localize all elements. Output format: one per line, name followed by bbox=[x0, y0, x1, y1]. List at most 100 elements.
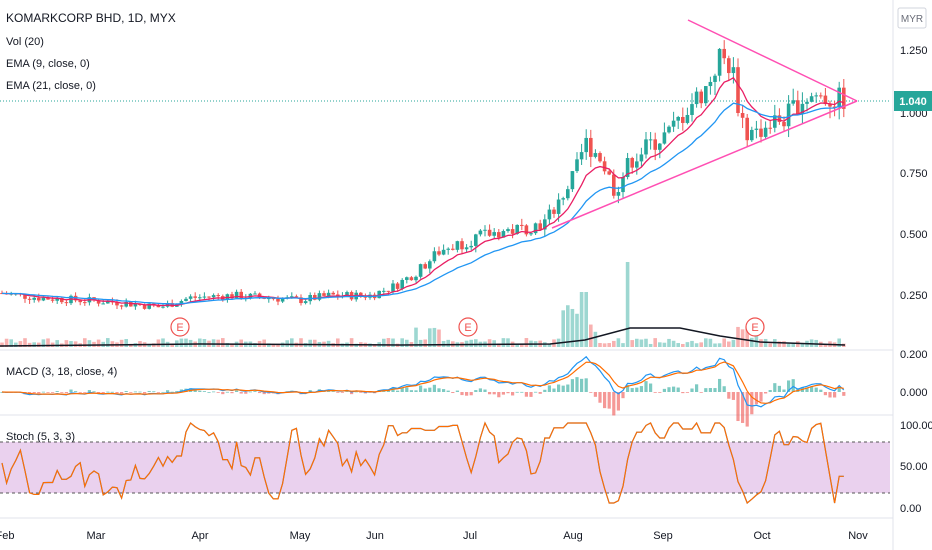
candle-body bbox=[239, 291, 243, 299]
macd-histogram-bar bbox=[216, 392, 220, 393]
macd-histogram-bar bbox=[745, 392, 749, 427]
candle-body bbox=[685, 114, 690, 123]
volume-bar bbox=[179, 338, 184, 347]
volume-bar bbox=[124, 339, 128, 347]
candle-body bbox=[598, 153, 602, 162]
volume-bar bbox=[285, 340, 289, 347]
stoch-pane bbox=[1, 421, 844, 504]
volume-bar bbox=[782, 341, 786, 347]
candle-body bbox=[607, 171, 611, 175]
indicator-label[interactable]: EMA (9, close, 0) bbox=[6, 58, 90, 70]
volume-bar bbox=[584, 292, 588, 347]
currency-badge[interactable]: MYR bbox=[897, 7, 927, 29]
macd-histogram-bar bbox=[51, 392, 55, 393]
volume-bar bbox=[676, 343, 680, 347]
stoch-tick: 0.00 bbox=[900, 503, 921, 515]
stoch-tick: 50.00 bbox=[900, 461, 928, 473]
macd-histogram-bar bbox=[442, 389, 446, 392]
candle-body bbox=[699, 91, 703, 104]
volume-bar bbox=[474, 339, 478, 347]
macd-histogram-bar bbox=[350, 392, 354, 395]
macd-histogram-bar bbox=[791, 379, 795, 392]
macd-line bbox=[1, 355, 845, 408]
candle-body bbox=[464, 247, 469, 250]
candle-body bbox=[842, 87, 846, 109]
macd-histogram-bar bbox=[653, 392, 657, 393]
macd-histogram-bar bbox=[235, 390, 239, 392]
volume-bar bbox=[796, 341, 800, 347]
volume-bar bbox=[198, 338, 202, 347]
volume-bar bbox=[786, 343, 791, 347]
candle-body bbox=[727, 58, 731, 74]
volume-bar bbox=[630, 340, 634, 347]
earnings-marker[interactable]: E bbox=[170, 317, 190, 337]
candle-body bbox=[671, 120, 676, 127]
candle-body bbox=[644, 139, 648, 155]
macd-histogram-bar bbox=[55, 391, 59, 392]
volume-bar bbox=[414, 327, 418, 347]
macd-histogram-bar bbox=[336, 392, 340, 393]
indicator-label[interactable]: Vol (20) bbox=[6, 36, 44, 48]
macd-histogram-bar bbox=[253, 391, 257, 392]
earnings-marker[interactable]: E bbox=[745, 317, 765, 337]
macd-histogram-bar bbox=[819, 389, 823, 392]
volume-bar bbox=[336, 338, 340, 347]
candle-body bbox=[552, 209, 556, 214]
macd-histogram-bar bbox=[64, 392, 68, 394]
candle-body bbox=[740, 113, 745, 118]
macd-histogram-bar bbox=[787, 380, 791, 392]
macd-histogram-bar bbox=[727, 392, 731, 399]
candle-body bbox=[635, 161, 639, 168]
candle-body bbox=[478, 230, 483, 235]
volume-bar bbox=[262, 339, 266, 347]
volume-bars bbox=[0, 262, 846, 347]
volume-bar bbox=[156, 339, 161, 347]
macd-histogram-bar bbox=[718, 378, 722, 392]
volume-bar bbox=[55, 340, 59, 347]
macd-histogram-bar bbox=[354, 391, 358, 393]
volume-bar bbox=[96, 339, 101, 347]
candle-body bbox=[782, 121, 786, 127]
volume-bar bbox=[731, 339, 736, 347]
macd-histogram-bar bbox=[60, 392, 64, 393]
candle-body bbox=[708, 81, 713, 87]
earnings-marker[interactable]: E bbox=[458, 317, 478, 337]
volume-bar bbox=[644, 338, 648, 347]
candle-body bbox=[690, 104, 694, 115]
volume-bar bbox=[382, 338, 386, 347]
candle-body bbox=[566, 189, 570, 199]
volume-bar bbox=[386, 338, 391, 347]
indicator-label[interactable]: EMA (21, close, 0) bbox=[6, 80, 96, 92]
candle-body bbox=[487, 229, 492, 236]
volume-bar bbox=[625, 262, 630, 347]
macd-histogram-bar bbox=[308, 390, 312, 392]
currency-badge-label: MYR bbox=[901, 14, 923, 25]
candle-body bbox=[207, 296, 211, 298]
macd-histogram-bar bbox=[143, 392, 147, 394]
candle-body bbox=[198, 297, 202, 299]
candle-body bbox=[46, 297, 50, 300]
macd-title[interactable]: MACD (3, 18, close, 4) bbox=[6, 366, 117, 378]
candle-body bbox=[713, 75, 717, 82]
volume-bar bbox=[653, 338, 657, 347]
volume-bar bbox=[239, 339, 243, 347]
volume-bar bbox=[230, 343, 234, 347]
macd-histogram-bar bbox=[644, 381, 648, 392]
candle-body bbox=[230, 294, 234, 299]
macd-histogram-bar bbox=[584, 378, 588, 392]
macd-histogram-bar bbox=[110, 391, 114, 393]
macd-histogram-bar bbox=[115, 392, 119, 394]
candle-body bbox=[50, 299, 55, 301]
candle-body bbox=[133, 304, 138, 307]
volume-bar bbox=[391, 338, 395, 347]
volume-bar bbox=[497, 343, 501, 347]
stoch-title[interactable]: Stoch (5, 3, 3) bbox=[6, 431, 75, 443]
candle-body bbox=[202, 296, 207, 298]
candle-body bbox=[78, 300, 82, 303]
macd-histogram-bar bbox=[685, 392, 689, 393]
macd-histogram-bar bbox=[97, 392, 101, 394]
macd-histogram-bar bbox=[842, 392, 846, 396]
ema21-line bbox=[1, 102, 844, 305]
candle-body bbox=[832, 106, 837, 108]
